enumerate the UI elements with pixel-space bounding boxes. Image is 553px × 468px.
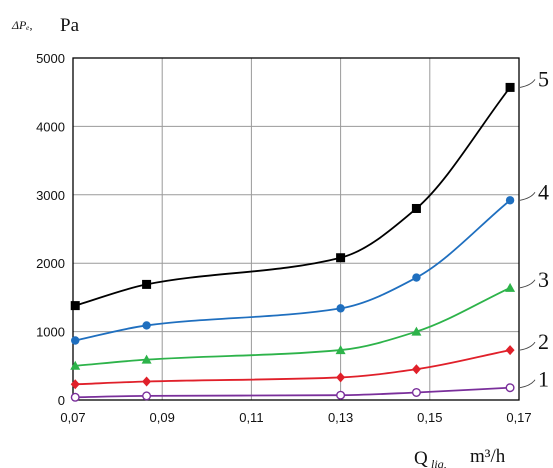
- y-tick-label: 1000: [36, 325, 65, 340]
- series-line-5: [74, 86, 511, 307]
- x-tick-label: 0,15: [417, 410, 442, 425]
- x-tick-labels: 0,07 0,09 0,11 0,13 0,15 0,17: [60, 410, 531, 425]
- y-axis-unit: Pa: [60, 15, 80, 36]
- data-point-series-2: [142, 376, 152, 387]
- x-tick-label: 0,17: [506, 410, 531, 425]
- x-axis-unit: m³/h: [470, 446, 506, 467]
- series-label-leader-3: [519, 279, 536, 289]
- series-labels: 1 2 3 4 5: [519, 66, 549, 392]
- data-point-series-4: [505, 196, 515, 205]
- y-axis-symbol: ΔPₑ,: [11, 18, 33, 32]
- y-tick-label: 3000: [36, 188, 65, 203]
- data-point-series-3: [141, 354, 152, 364]
- data-point-series-3: [335, 345, 346, 355]
- data-point-series-1: [142, 391, 152, 401]
- series-label-3: 3: [538, 267, 549, 292]
- x-tick-label: 0,09: [150, 410, 175, 425]
- data-point-series-3: [411, 326, 422, 336]
- data-point-series-5: [70, 301, 80, 311]
- y-tick-labels: 0 1000 2000 3000 4000 5000: [36, 51, 65, 408]
- x-tick-label: 0,11: [239, 410, 263, 425]
- series-label-5: 5: [538, 66, 549, 91]
- data-point-series-5: [142, 279, 152, 289]
- series-label-4: 4: [538, 179, 549, 204]
- data-point-series-4: [71, 336, 80, 345]
- y-tick-label: 4000: [36, 119, 65, 134]
- series-label-leader-1: [519, 379, 536, 389]
- series-label-leader-5: [519, 79, 536, 88]
- data-point-series-4: [412, 273, 421, 282]
- series-line-3: [75, 287, 511, 367]
- data-point-series-4: [142, 321, 151, 330]
- data-point-series-3: [70, 360, 81, 370]
- data-point-series-4: [336, 304, 345, 313]
- data-point-series-2: [70, 379, 80, 390]
- series-line-1: [75, 386, 511, 399]
- plot-frame: [72, 57, 520, 401]
- x-tick-label: 0,07: [60, 410, 85, 425]
- series-label-leader-4: [519, 192, 536, 201]
- y-tick-label: 5000: [36, 51, 65, 66]
- data-point-series-3: [505, 282, 516, 292]
- series-line-2: [75, 349, 511, 386]
- grid: [72, 57, 520, 401]
- data-point-series-1: [70, 392, 80, 402]
- data-point-series-5: [411, 203, 421, 213]
- axes: [72, 57, 520, 401]
- data-point-series-2: [505, 345, 515, 356]
- y-tick-label: 2000: [36, 256, 65, 271]
- x-axis-symbol: Q: [414, 448, 428, 468]
- data-point-series-2: [336, 372, 346, 383]
- data-point-series-5: [505, 82, 515, 92]
- data-point-series-2: [411, 364, 421, 375]
- y-tick-label: 0: [58, 393, 65, 408]
- data-point-series-5: [336, 253, 346, 263]
- series-group: [70, 82, 516, 402]
- series-label-2: 2: [538, 329, 549, 354]
- data-point-series-1: [336, 390, 346, 400]
- series-label-1: 1: [538, 367, 549, 392]
- data-point-series-1: [411, 387, 421, 397]
- x-axis-subscript: liq,: [431, 457, 447, 468]
- series-label-leader-2: [519, 341, 536, 351]
- x-tick-label: 0,13: [328, 410, 353, 425]
- data-point-series-1: [505, 383, 515, 393]
